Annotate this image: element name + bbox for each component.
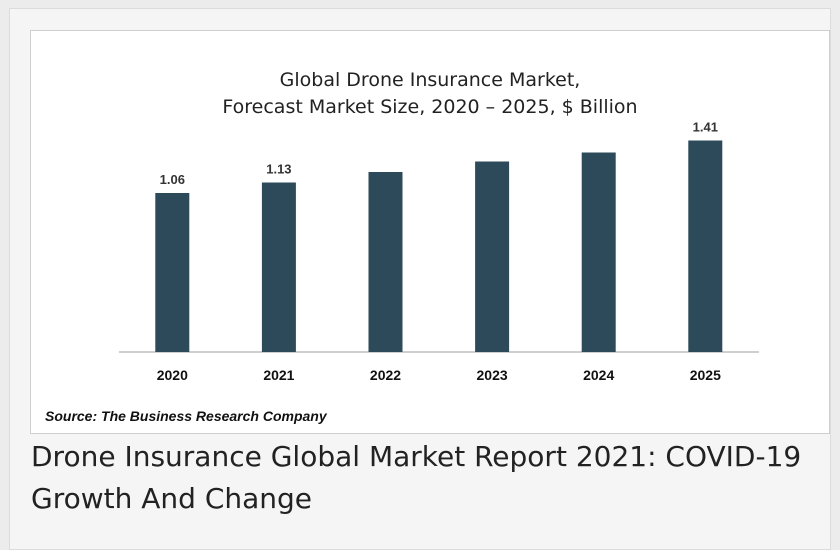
- report-card: Global Drone Insurance Market, Forecast …: [9, 8, 831, 550]
- data-label-2020: 1.06: [160, 172, 185, 187]
- bar-2025: [688, 140, 723, 352]
- data-label-2025: 1.41: [693, 120, 718, 135]
- chart-title-block: Global Drone Insurance Market, Forecast …: [31, 67, 829, 121]
- bar-2023: [475, 161, 510, 352]
- bar-2020: [155, 193, 190, 352]
- x-tick-label-2023: 2023: [477, 367, 508, 383]
- x-tick-label-2025: 2025: [690, 367, 721, 383]
- x-tick-label-2022: 2022: [370, 367, 401, 383]
- bar-2021: [261, 182, 296, 352]
- bar-chart: 2020 1.06 2021 1.13 2022 2023 2024 2025 1.41: [119, 120, 759, 383]
- chart-panel: Global Drone Insurance Market, Forecast …: [30, 30, 830, 434]
- bar-2024: [581, 152, 616, 352]
- x-tick-label-2020: 2020: [157, 367, 188, 383]
- chart-title: Global Drone Insurance Market,: [279, 69, 581, 91]
- x-tick-label-2024: 2024: [583, 367, 614, 383]
- source-note: Source: The Business Research Company: [45, 408, 327, 424]
- report-caption[interactable]: Drone Insurance Global Market Report 202…: [31, 440, 802, 515]
- bar-2022: [368, 172, 403, 352]
- data-label-2021: 1.13: [266, 162, 291, 177]
- x-tick-label-2021: 2021: [263, 367, 294, 383]
- chart-subtitle: Forecast Market Size, 2020 – 2025, $ Bil…: [222, 96, 638, 118]
